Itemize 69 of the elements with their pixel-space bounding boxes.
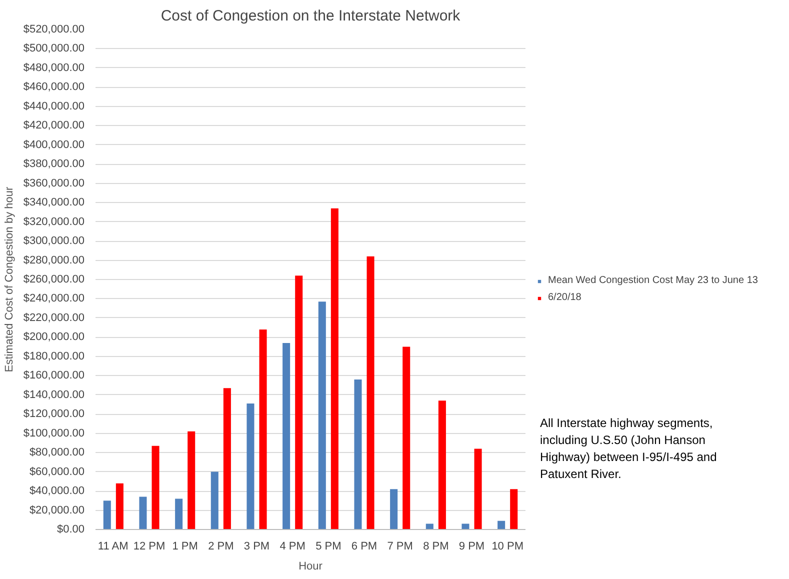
bar bbox=[474, 448, 482, 530]
bar bbox=[330, 208, 338, 530]
bar bbox=[366, 256, 374, 530]
bar bbox=[295, 276, 303, 530]
chart-title: Cost of Congestion on the Interstate Network bbox=[160, 8, 461, 24]
bar bbox=[426, 524, 434, 530]
x-tick-label: 1 PM bbox=[172, 540, 198, 552]
bar bbox=[354, 380, 362, 530]
y-tick-label: $220,000.00 bbox=[23, 312, 84, 324]
x-tick-label: 11 AM bbox=[98, 540, 128, 552]
bar bbox=[139, 496, 147, 530]
legend-label: 6/20/18 bbox=[548, 292, 582, 303]
bar bbox=[498, 520, 506, 530]
x-tick-label: 6 PM bbox=[351, 540, 378, 552]
x-tick-label: 5 PM bbox=[316, 540, 342, 552]
y-tick-label: $20,000.00 bbox=[29, 504, 85, 516]
x-tick-label: 3 PM bbox=[244, 540, 270, 552]
y-tick-label: $400,000.00 bbox=[23, 138, 84, 151]
bar bbox=[318, 302, 326, 530]
y-tick-label: $140,000.00 bbox=[23, 388, 84, 401]
y-tick-label: $320,000.00 bbox=[23, 216, 84, 228]
bar bbox=[462, 524, 470, 530]
y-tick-label: $420,000.00 bbox=[23, 120, 84, 132]
y-tick-label: $280,000.00 bbox=[23, 254, 84, 266]
y-tick-label: $180,000.00 bbox=[23, 350, 84, 362]
y-tick-label: $380,000.00 bbox=[23, 158, 84, 170]
bar bbox=[210, 472, 218, 530]
bar bbox=[246, 404, 254, 530]
y-tick-label: $440,000.00 bbox=[23, 100, 84, 112]
y-tick-label: $520,000.00 bbox=[23, 24, 84, 36]
y-tick-label: $300,000.00 bbox=[23, 235, 84, 248]
x-tick-label: 2 PM bbox=[208, 540, 234, 552]
y-tick-label: $160,000.00 bbox=[23, 370, 84, 382]
y-tick-label: $80,000.00 bbox=[29, 446, 85, 459]
x-axis-title: Hour bbox=[298, 560, 323, 572]
y-tick-label: $260,000.00 bbox=[23, 274, 84, 286]
bar bbox=[223, 388, 231, 530]
x-tick-label: 7 PM bbox=[387, 540, 413, 552]
x-tick-label: 10 PM bbox=[492, 540, 524, 552]
bar bbox=[390, 489, 398, 530]
text: All Interstate highway segments, including U.S.50 (John Hanson Highway) between I-95/I-495 and Patuxent River. bbox=[540, 415, 718, 484]
y-tick-label: $100,000.00 bbox=[23, 427, 84, 440]
y-tick-label: $240,000.00 bbox=[23, 292, 84, 305]
bar bbox=[103, 500, 111, 530]
y-tick-label: $340,000.00 bbox=[23, 196, 84, 209]
bar bbox=[282, 342, 290, 530]
x-tick-label: 9 PM bbox=[458, 540, 485, 552]
bar bbox=[116, 483, 124, 530]
bar bbox=[152, 446, 160, 530]
y-tick-label: $120,000.00 bbox=[23, 408, 84, 420]
bar bbox=[188, 431, 196, 530]
bar bbox=[175, 498, 183, 530]
bar bbox=[259, 330, 267, 530]
y-tick-label: $40,000.00 bbox=[29, 485, 85, 498]
y-tick-label: $200,000.00 bbox=[23, 331, 84, 344]
x-tick-label: 12 PM bbox=[133, 540, 166, 552]
x-tick-label: 4 PM bbox=[280, 540, 306, 552]
bar bbox=[438, 400, 446, 530]
y-tick-label: $480,000.00 bbox=[23, 62, 84, 74]
y-tick-label: $500,000.00 bbox=[23, 42, 84, 55]
y-tick-label: $0.00 bbox=[56, 524, 85, 536]
bar bbox=[510, 489, 518, 530]
legend-label: Mean Wed Congestion Cost May 23 to June 13 bbox=[548, 275, 758, 286]
y-tick-label: $360,000.00 bbox=[23, 177, 84, 190]
y-tick-label: $460,000.00 bbox=[23, 81, 84, 94]
y-tick-label: $60,000.00 bbox=[29, 466, 85, 478]
x-tick-label: 8 PM bbox=[423, 540, 449, 552]
y-axis-title: Estimated Cost of Congestion by hour bbox=[3, 186, 16, 372]
bar bbox=[402, 346, 410, 530]
